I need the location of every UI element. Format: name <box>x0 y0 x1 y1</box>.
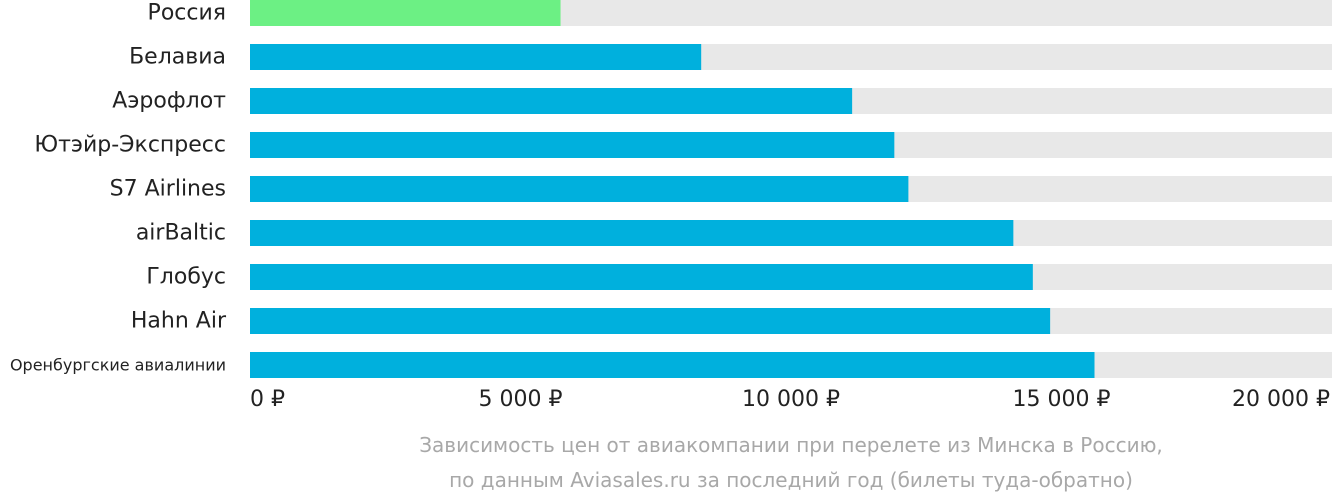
category-label: airBaltic <box>136 221 226 246</box>
chart-caption: Зависимость цен от авиакомпании при пере… <box>250 428 1332 498</box>
x-tick-label: 0 ₽ <box>250 387 285 412</box>
category-label: Hahn Air <box>131 309 227 334</box>
bar <box>250 176 909 202</box>
bar <box>250 0 561 26</box>
caption-line-2: по данным Aviasales.ru за последний год … <box>449 468 1133 492</box>
x-tick-label: 15 000 ₽ <box>1013 387 1111 412</box>
bar <box>250 44 702 70</box>
x-tick-label: 20 000 ₽ <box>1232 387 1330 412</box>
bar <box>250 132 895 158</box>
bar <box>250 352 1095 378</box>
airline-price-bar-chart: Россия Белавиа Аэрофлот Ютэйр-Экспресс S7 Ai… <box>10 0 1332 412</box>
bar <box>250 220 1014 246</box>
category-label: Глобус <box>146 265 226 290</box>
category-label: Оренбургские авиалинии <box>10 356 226 375</box>
caption-line-1: Зависимость цен от авиакомпании при пере… <box>419 433 1163 457</box>
bar <box>250 264 1033 290</box>
bar <box>250 308 1051 334</box>
category-label: Аэрофлот <box>112 89 226 114</box>
bar <box>250 88 853 114</box>
x-tick-label: 10 000 ₽ <box>742 387 840 412</box>
category-label: S7 Airlines <box>110 177 226 202</box>
category-label: Ютэйр-Экспресс <box>34 133 226 158</box>
category-label: Белавиа <box>129 45 226 70</box>
category-label: Россия <box>148 1 226 26</box>
x-tick-label: 5 000 ₽ <box>479 387 563 412</box>
